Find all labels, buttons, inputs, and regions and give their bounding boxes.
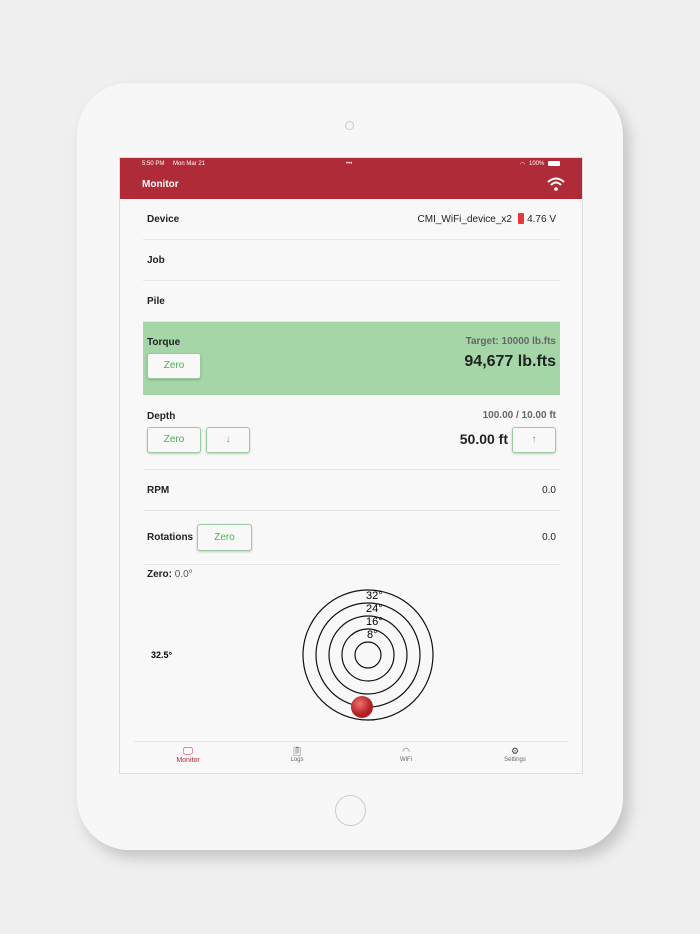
depth-range: 100.00 / 10.00 ft: [482, 410, 556, 421]
zero-angle: Zero: 0.0°: [147, 569, 193, 580]
depth-up-button[interactable]: ↑: [512, 427, 556, 453]
job-label: Job: [147, 255, 165, 266]
pile-row[interactable]: Pile: [143, 281, 560, 322]
torque-zero-button[interactable]: Zero: [147, 353, 201, 379]
depth-down-button[interactable]: ↓: [206, 427, 250, 453]
app-header: 5:50 PM Mon Mar 21 ••• ◠ 100% Monitor: [120, 158, 582, 199]
rpm-value: 0.0: [542, 485, 556, 496]
app-screen: 5:50 PM Mon Mar 21 ••• ◠ 100% Monitor De…: [119, 157, 583, 774]
tab-wifi[interactable]: ◠ WiFi: [376, 746, 436, 763]
device-label: Device: [147, 214, 180, 225]
gear-icon: ⚙: [510, 746, 520, 756]
rotations-zero-button[interactable]: Zero: [197, 524, 252, 551]
level-bubble: [351, 696, 373, 718]
status-battery: 100%: [529, 161, 545, 167]
ring-16: [328, 615, 408, 695]
torque-label: Torque: [147, 337, 181, 348]
ring-center: [354, 641, 382, 669]
device-row: Device CMI_WiFi_device_x2 4.76 V: [143, 200, 560, 240]
wifi-icon[interactable]: [547, 177, 565, 191]
depth-value: 50.00 ft: [459, 431, 508, 447]
status-wifi-icon: ◠: [520, 162, 526, 168]
tab-logs[interactable]: 📋︎ Logs: [267, 746, 327, 763]
rpm-row: RPM 0.0: [143, 470, 560, 511]
tab-settings-label: Settings: [504, 757, 526, 763]
depth-row: Depth Zero ↓ 100.00 / 10.00 ft 50.00 ft …: [143, 396, 560, 470]
ring-label-8: 8°: [367, 629, 378, 641]
depth-label: Depth: [147, 411, 176, 422]
battery-charging-icon: [518, 213, 524, 224]
device-voltage: 4.76 V: [527, 214, 556, 225]
torque-row: Torque Zero Target: 10000 lb.fts 94,677 …: [143, 322, 560, 395]
battery-icon: [548, 161, 560, 166]
zero-angle-label: Zero:: [147, 569, 172, 580]
ring-label-32: 32°: [366, 590, 383, 602]
status-date: Mon Mar 21: [173, 161, 206, 167]
device-name: CMI_WiFi_device_x2: [417, 214, 512, 225]
depth-zero-button[interactable]: Zero: [147, 427, 201, 453]
inclination-angle: 32.5°: [151, 650, 173, 660]
tab-settings[interactable]: ⚙ Settings: [485, 746, 545, 763]
monitor-icon: 🖵: [183, 746, 193, 757]
multitask-dots: •••: [346, 161, 353, 167]
camera: [345, 121, 354, 130]
ring-8: [341, 628, 395, 682]
ring-32: [302, 589, 434, 721]
rotations-label: Rotations: [147, 532, 194, 543]
rpm-label: RPM: [147, 485, 170, 496]
tab-bar-divider: [134, 741, 568, 742]
status-time: 5:50 PM: [142, 161, 165, 167]
torque-target: Target: 10000 lb.fts: [465, 336, 556, 347]
pile-label: Pile: [147, 296, 165, 307]
torque-value: 94,677 lb.fts: [464, 353, 556, 370]
tab-monitor[interactable]: 🖵 Monitor: [158, 746, 218, 764]
ring-label-16: 16°: [366, 616, 383, 628]
tab-monitor-label: Monitor: [176, 757, 200, 764]
ring-label-24: 24°: [366, 603, 383, 615]
wifi-icon: ◠: [402, 746, 410, 756]
zero-angle-value: 0.0°: [174, 569, 193, 580]
job-row[interactable]: Job: [143, 240, 560, 281]
clipboard-icon: 📋︎: [291, 746, 303, 756]
tab-wifi-label: WiFi: [400, 757, 412, 763]
page-title: Monitor: [142, 179, 179, 190]
inclination-target: [302, 589, 434, 721]
rotations-value: 0.0: [542, 532, 556, 543]
tab-logs-label: Logs: [290, 757, 304, 763]
home-button[interactable]: [335, 795, 366, 826]
rotations-row: Rotations Zero 0.0: [143, 511, 560, 565]
